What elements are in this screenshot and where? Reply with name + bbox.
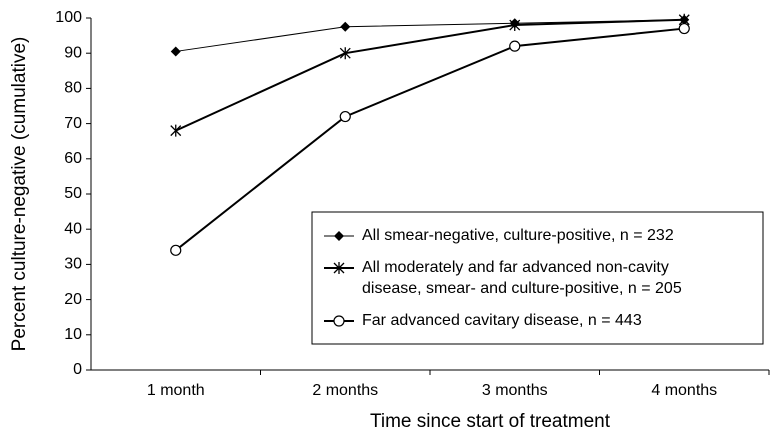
y-tick-label: 20: [64, 291, 82, 308]
y-tick-label: 100: [55, 9, 82, 26]
marker: [509, 19, 521, 32]
x-tick-label: 2 months: [312, 382, 378, 399]
y-axis-label: Percent culture-negative (cumulative): [9, 37, 30, 352]
series-line: [175, 18, 685, 132]
y-tick-label: 60: [64, 150, 82, 167]
series-line: [175, 27, 685, 252]
marker: [333, 315, 345, 327]
y-tick-label: 80: [64, 80, 82, 97]
marker: [678, 22, 690, 35]
marker: [170, 244, 182, 256]
marker: [170, 46, 181, 57]
y-tick-label: 70: [64, 115, 82, 132]
marker: [170, 124, 182, 137]
y-tick-label: 90: [64, 44, 82, 61]
marker: [509, 40, 521, 52]
x-tick-label: 3 months: [482, 382, 548, 399]
legend-label: All moderately and far advanced non-cavi…: [362, 259, 682, 297]
y-tick-label: 0: [73, 361, 82, 378]
marker: [339, 47, 351, 60]
legend-label: Far advanced cavitary disease, n = 443: [362, 312, 642, 329]
legend-box: [311, 211, 764, 345]
x-tick-label: 4 months: [651, 382, 717, 399]
marker: [339, 110, 351, 123]
x-axis-label: Time since start of treatment: [370, 411, 611, 432]
marker: [340, 21, 351, 32]
legend-label: All smear-negative, culture-positive, n …: [362, 227, 674, 244]
y-tick-label: 40: [64, 220, 82, 237]
marker: [334, 231, 344, 241]
y-tick-label: 30: [64, 256, 82, 273]
y-tick-label: 10: [64, 326, 82, 343]
y-tick-label: 50: [64, 185, 82, 202]
marker: [333, 262, 345, 274]
x-tick-label: 1 month: [147, 382, 205, 399]
